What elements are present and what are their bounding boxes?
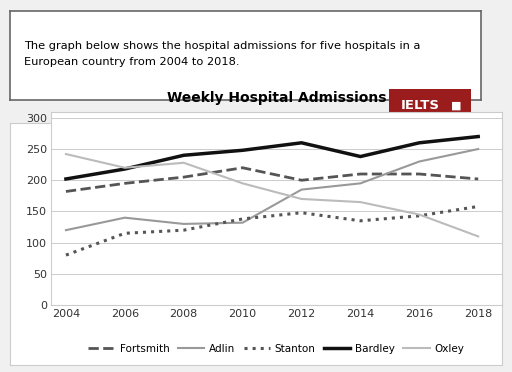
Stanton [416, 214, 422, 218]
Adlin [475, 147, 481, 151]
Fortsmith [475, 177, 481, 181]
Fortsmith [298, 178, 305, 183]
Fortsmith [240, 166, 246, 170]
Adlin [122, 215, 128, 220]
Adlin [240, 221, 246, 225]
Adlin [357, 181, 364, 186]
Oxley [357, 200, 364, 204]
Adlin [416, 159, 422, 164]
Title: Weekly Hospital Admissions: Weekly Hospital Admissions [167, 91, 386, 105]
Adlin [181, 222, 187, 226]
Line: Fortsmith: Fortsmith [66, 168, 478, 192]
Bardley [416, 141, 422, 145]
Adlin [298, 187, 305, 192]
Oxley [122, 166, 128, 170]
Stanton [298, 211, 305, 215]
Bardley [475, 134, 481, 139]
Oxley [181, 161, 187, 165]
Oxley [416, 212, 422, 217]
Fortsmith [63, 189, 69, 194]
Legend: Fortsmith, Adlin, Stanton, Bardley, Oxley: Fortsmith, Adlin, Stanton, Bardley, Oxle… [84, 340, 469, 358]
Oxley [240, 181, 246, 186]
Text: IELTS: IELTS [401, 99, 440, 112]
Fortsmith [122, 181, 128, 186]
Text: ■: ■ [451, 100, 461, 110]
Stanton [181, 228, 187, 232]
Oxley [63, 152, 69, 156]
Line: Adlin: Adlin [66, 149, 478, 230]
Bardley [181, 153, 187, 157]
Bardley [298, 141, 305, 145]
Line: Stanton: Stanton [66, 206, 478, 255]
Bardley [240, 148, 246, 153]
Fortsmith [416, 172, 422, 176]
Oxley [475, 234, 481, 238]
Oxley [298, 197, 305, 201]
Line: Oxley: Oxley [66, 154, 478, 236]
Stanton [122, 231, 128, 235]
Stanton [475, 204, 481, 209]
Line: Bardley: Bardley [66, 137, 478, 179]
Text: The graph below shows the hospital admissions for five hospitals in a
European c: The graph below shows the hospital admis… [25, 41, 421, 67]
Fortsmith [357, 172, 364, 176]
Adlin [63, 228, 69, 232]
Bardley [63, 177, 69, 181]
Bardley [357, 154, 364, 159]
Bardley [122, 167, 128, 171]
Stanton [63, 253, 69, 257]
Stanton [240, 217, 246, 221]
Fortsmith [181, 175, 187, 179]
Stanton [357, 219, 364, 223]
